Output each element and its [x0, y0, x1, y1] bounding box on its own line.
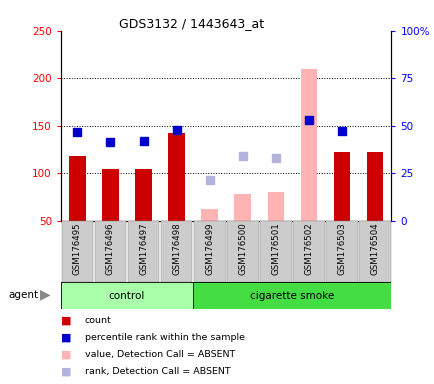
- Text: GSM176499: GSM176499: [205, 223, 214, 275]
- Bar: [135, 169, 151, 221]
- Bar: [366, 152, 382, 221]
- Text: GSM176500: GSM176500: [238, 223, 247, 275]
- Text: GSM176498: GSM176498: [172, 223, 181, 275]
- Text: count: count: [85, 316, 111, 325]
- Bar: [267, 192, 283, 221]
- Bar: [300, 69, 316, 221]
- Text: value, Detection Call = ABSENT: value, Detection Call = ABSENT: [85, 350, 234, 359]
- Bar: [326, 221, 357, 282]
- Bar: [102, 169, 118, 221]
- Bar: [201, 209, 217, 221]
- Text: cigarette smoke: cigarette smoke: [250, 291, 334, 301]
- Bar: [193, 282, 391, 309]
- Text: GSM176503: GSM176503: [337, 223, 345, 275]
- Bar: [62, 221, 93, 282]
- Text: ■: ■: [61, 366, 71, 376]
- Text: ■: ■: [61, 316, 71, 326]
- Bar: [128, 221, 159, 282]
- Text: GDS3132 / 1443643_at: GDS3132 / 1443643_at: [118, 17, 263, 30]
- Bar: [161, 221, 192, 282]
- Text: percentile rank within the sample: percentile rank within the sample: [85, 333, 244, 342]
- Text: agent: agent: [9, 290, 39, 300]
- Bar: [293, 221, 324, 282]
- Text: GSM176502: GSM176502: [304, 223, 312, 275]
- Text: GSM176495: GSM176495: [73, 223, 82, 275]
- Text: GSM176501: GSM176501: [271, 223, 279, 275]
- Bar: [95, 221, 126, 282]
- Text: ■: ■: [61, 349, 71, 359]
- Text: GSM176496: GSM176496: [106, 223, 115, 275]
- Text: ■: ■: [61, 333, 71, 343]
- Bar: [358, 221, 390, 282]
- Text: GSM176497: GSM176497: [139, 223, 148, 275]
- Bar: [234, 194, 250, 221]
- Bar: [194, 221, 225, 282]
- Bar: [260, 221, 291, 282]
- Bar: [333, 152, 349, 221]
- Bar: [61, 282, 193, 309]
- Text: rank, Detection Call = ABSENT: rank, Detection Call = ABSENT: [85, 367, 230, 376]
- Bar: [69, 156, 85, 221]
- Bar: [168, 133, 184, 221]
- Text: GSM176504: GSM176504: [370, 223, 378, 275]
- Text: control: control: [108, 291, 145, 301]
- Bar: [227, 221, 258, 282]
- Text: ▶: ▶: [40, 288, 50, 301]
